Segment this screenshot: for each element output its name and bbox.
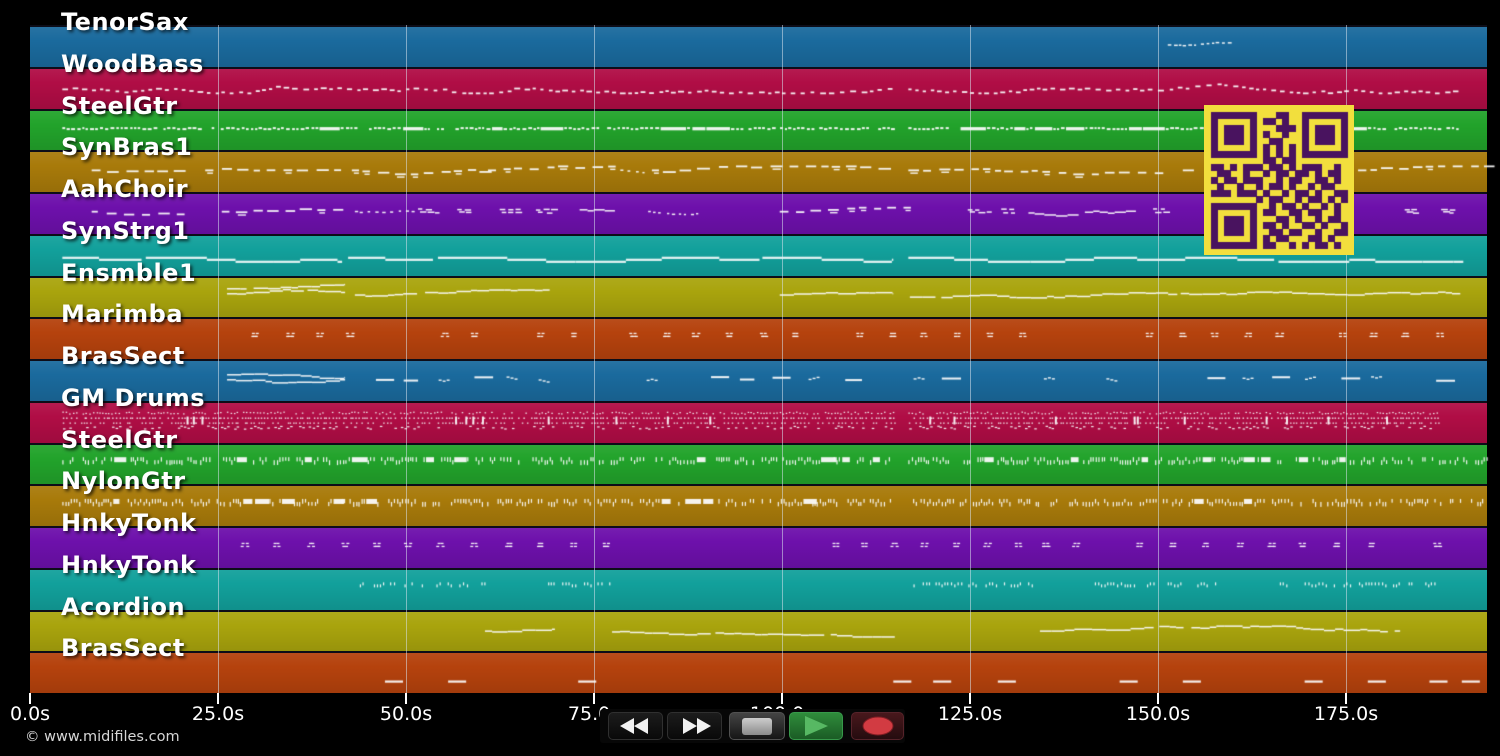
track-label: HnkyTonk <box>61 550 197 579</box>
rewind-icon <box>619 718 648 734</box>
fast-forward-icon <box>682 718 711 734</box>
watermark: © www.midifiles.com <box>25 729 180 745</box>
track-label: Ensmble1 <box>61 258 197 287</box>
track-band <box>30 359 1487 401</box>
track-band <box>30 442 1487 485</box>
track-label: SteelGtr <box>61 425 178 454</box>
track-label: TenorSax <box>61 8 189 36</box>
gridline <box>782 25 783 693</box>
axis-label: 125.0s <box>937 703 1003 725</box>
track-label: WoodBass <box>61 49 204 78</box>
transport-controls <box>600 709 905 743</box>
axis-label: 150.0s <box>1125 703 1191 725</box>
track-label: SteelGtr <box>61 91 178 120</box>
gridline <box>594 25 595 693</box>
axis-label: 50.0s <box>379 703 433 725</box>
record-icon <box>862 716 893 736</box>
track-label: SynStrg1 <box>61 216 190 245</box>
rewind-button[interactable] <box>608 712 663 740</box>
track-label: HnkyTonk <box>61 509 197 537</box>
track-band <box>30 400 1487 443</box>
fast-forward-button[interactable] <box>667 712 722 740</box>
track-band <box>30 567 1487 610</box>
play-button[interactable] <box>789 712 843 740</box>
track-band <box>30 25 1487 67</box>
track-label: BrasSect <box>61 342 185 370</box>
track-band <box>30 275 1487 318</box>
track-band <box>30 317 1487 359</box>
track-band <box>30 609 1487 652</box>
track-label: Marimba <box>61 300 184 329</box>
gridline <box>970 25 971 693</box>
qr-code <box>1204 105 1354 255</box>
stop-icon <box>742 717 772 735</box>
track-label: AahChoir <box>61 175 189 203</box>
axis-label: 175.0s <box>1313 703 1379 725</box>
track-band <box>30 66 1487 109</box>
track-band <box>30 484 1487 526</box>
record-button[interactable] <box>851 712 904 740</box>
axis-label: 0.0s <box>9 703 51 725</box>
gridline <box>1158 25 1159 693</box>
track-label: BrasSect <box>61 634 185 663</box>
track-label: SynBras1 <box>61 133 193 162</box>
gridline <box>218 25 219 693</box>
stop-button[interactable] <box>729 712 785 740</box>
track-label: NylonGtr <box>61 467 186 496</box>
play-icon <box>805 716 828 736</box>
gridline <box>406 25 407 693</box>
axis-label: 25.0s <box>191 703 245 725</box>
track-band <box>30 526 1487 568</box>
track-label: Acordion <box>61 592 186 621</box>
track-label: GM Drums <box>61 383 206 412</box>
track-band <box>30 651 1487 693</box>
